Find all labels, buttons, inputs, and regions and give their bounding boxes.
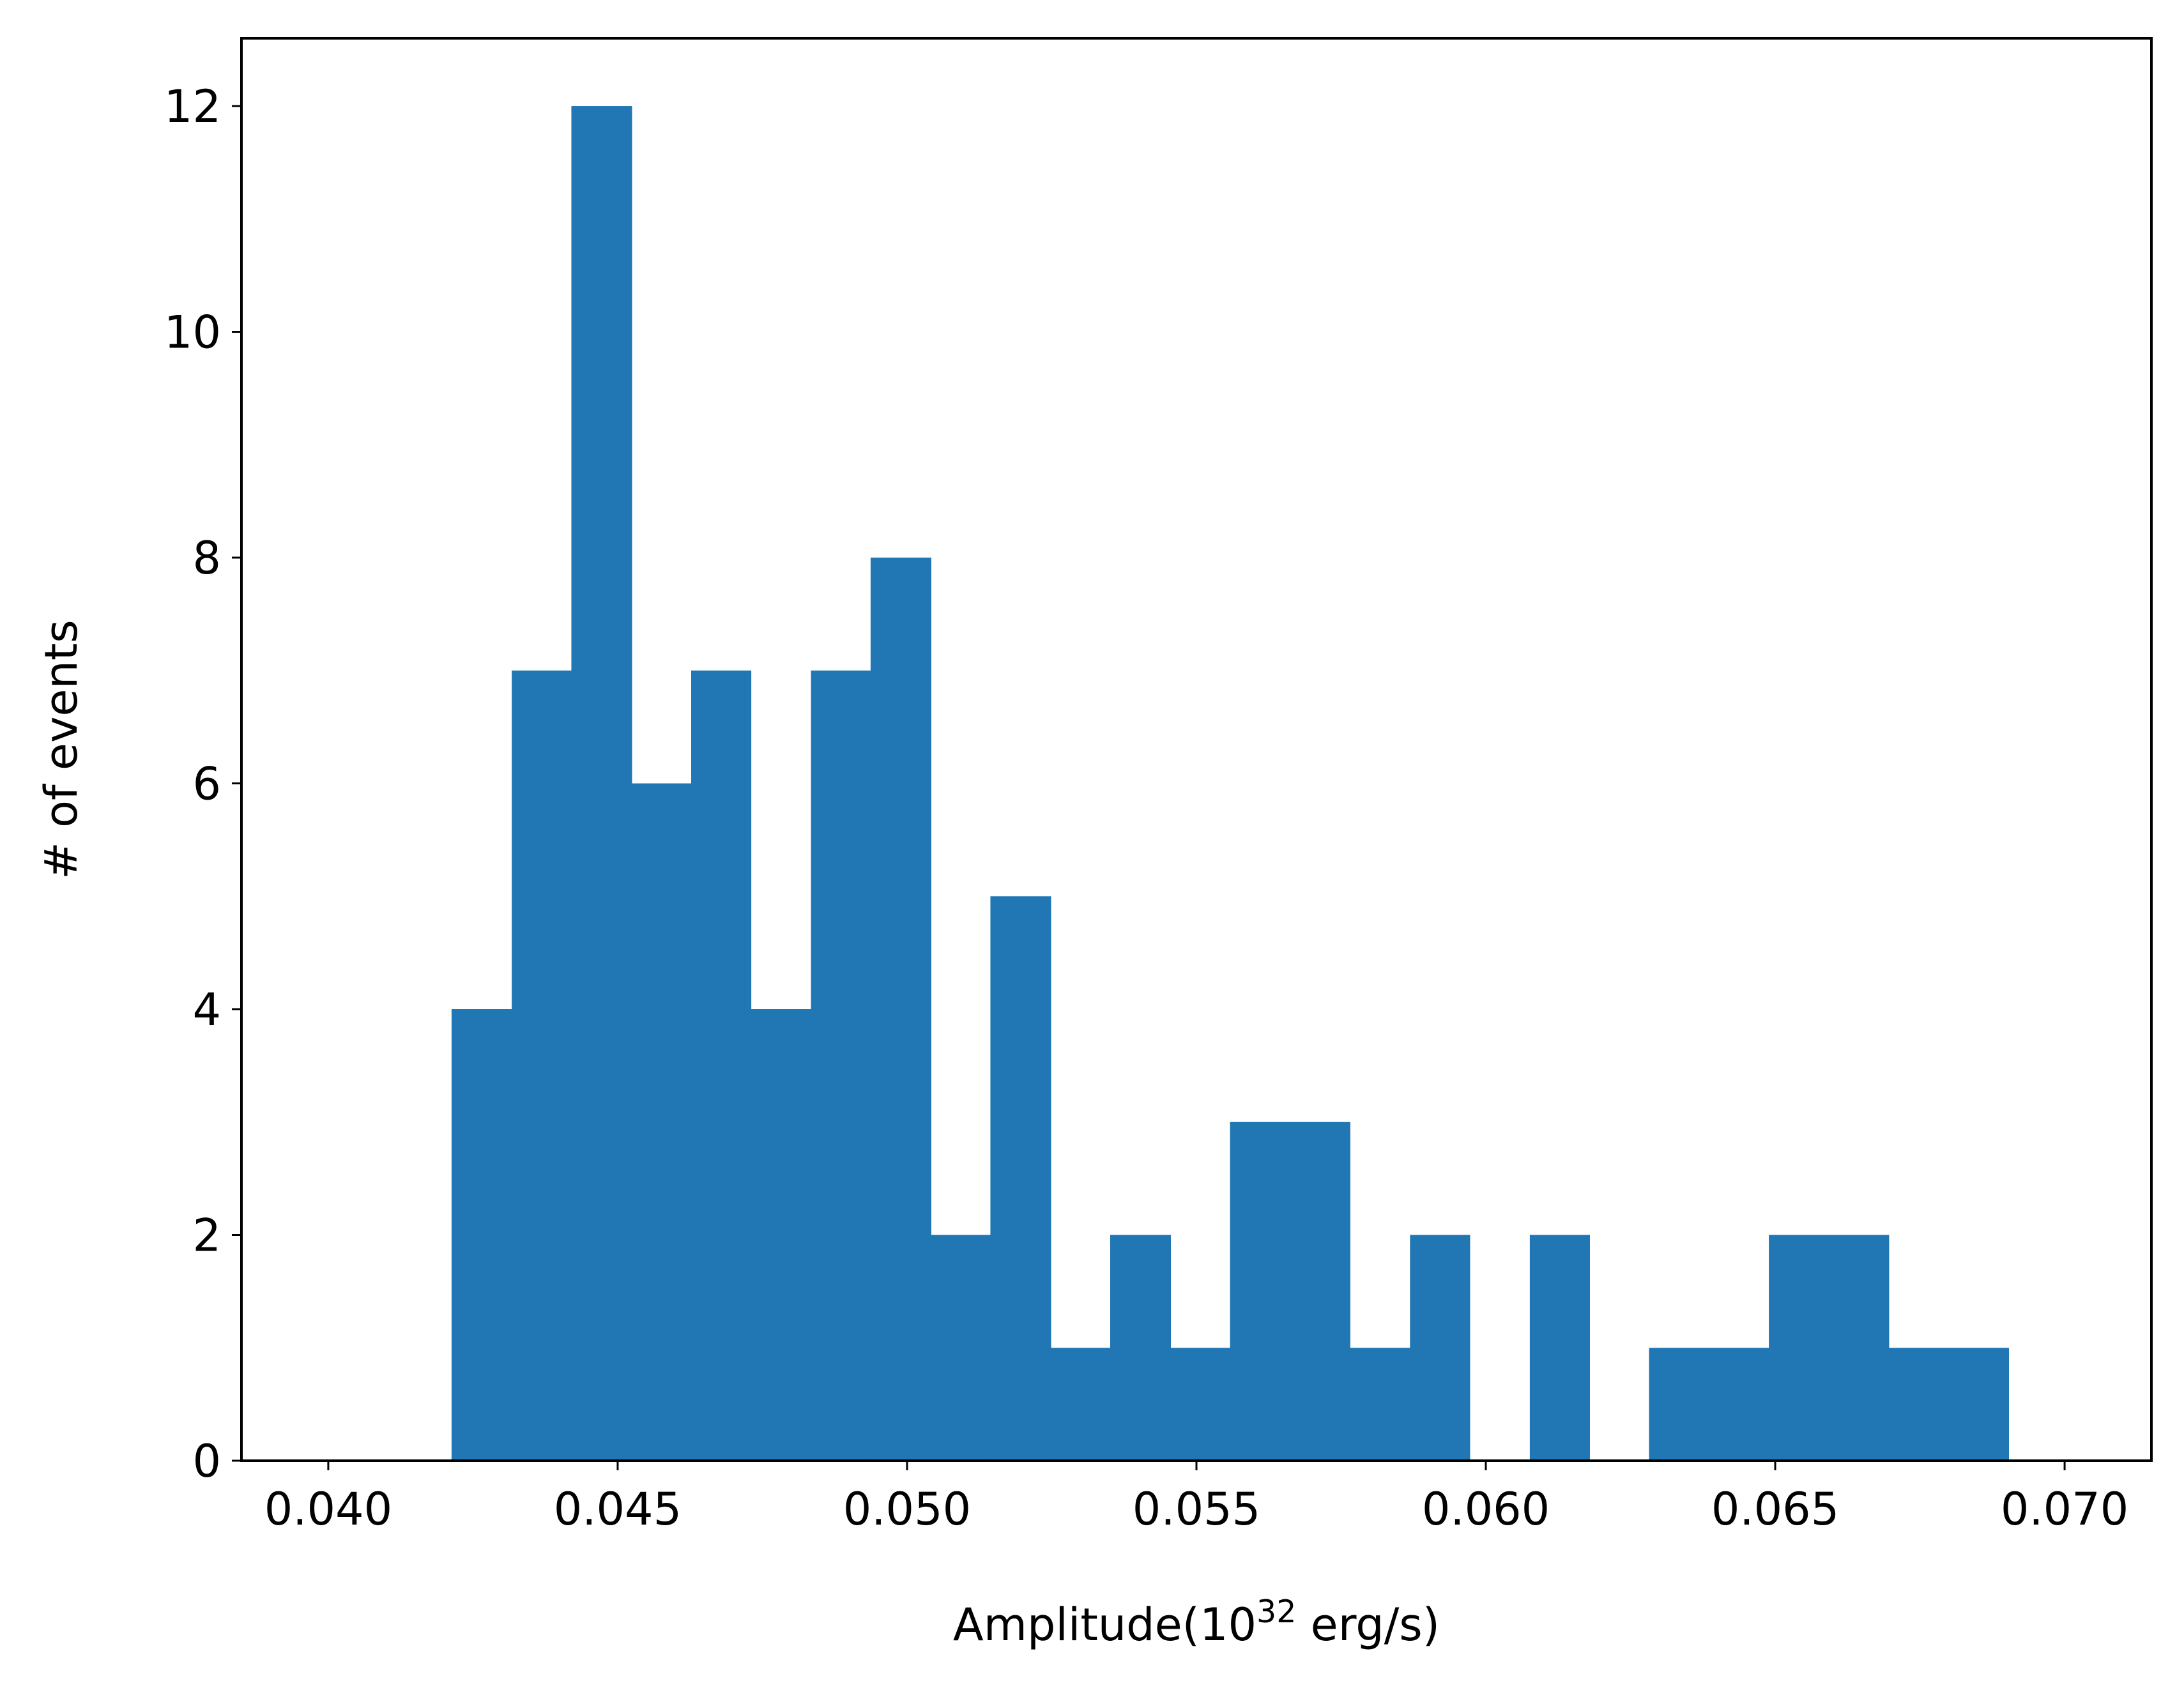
histogram-bar <box>571 106 632 1461</box>
x-tick-label: 0.070 <box>2001 1483 2128 1535</box>
histogram-bar <box>1290 1122 1350 1461</box>
histogram-bar <box>751 1009 812 1461</box>
histogram-bar <box>1350 1348 1411 1461</box>
y-tick-label: 0 <box>192 1435 221 1488</box>
y-tick-label: 4 <box>192 984 221 1036</box>
y-tick-label: 6 <box>192 758 221 811</box>
plot-frame <box>240 37 2153 1462</box>
x-axis-label-suffix: erg/s) <box>1296 1599 1440 1651</box>
x-tick-label: 0.045 <box>554 1483 682 1535</box>
x-axis-label: Amplitude(1032 erg/s) <box>953 1594 1440 1651</box>
x-tick-label: 0.050 <box>843 1483 971 1535</box>
bars-layer <box>451 106 2010 1461</box>
x-tick-label: 0.065 <box>1711 1483 1839 1535</box>
histogram-bar <box>931 1235 991 1461</box>
y-axis-label: # of events <box>35 620 88 879</box>
y-tick-label: 2 <box>192 1210 221 1262</box>
histogram-bar <box>1170 1348 1231 1461</box>
histogram-bar <box>451 1009 512 1461</box>
y-tick-label: 8 <box>192 532 221 584</box>
y-tick-label: 12 <box>164 80 221 133</box>
histogram-bar <box>1888 1348 1950 1461</box>
histogram-bar <box>811 670 871 1461</box>
histogram-bar <box>1948 1348 2010 1461</box>
x-axis-label-superscript: 32 <box>1256 1594 1296 1630</box>
x-tick-label: 0.040 <box>264 1483 392 1535</box>
histogram-bar <box>1410 1235 1470 1461</box>
x-tick-label: 0.055 <box>1133 1483 1260 1535</box>
histogram-bar <box>990 896 1051 1461</box>
x-axis-label-prefix: Amplitude(10 <box>953 1599 1256 1651</box>
histogram-bar <box>1110 1235 1172 1461</box>
histogram-bar <box>691 670 752 1461</box>
ticks-layer: 0.040 0.045 0.050 0.055 0.060 0.065 0.070 0 2 4 6 8… <box>164 80 2128 1535</box>
histogram-bar <box>1649 1348 1710 1461</box>
histogram-bar <box>1050 1348 1111 1461</box>
histogram-bar <box>631 783 692 1461</box>
histogram-bar <box>1829 1235 1890 1461</box>
histogram-bar <box>512 670 572 1461</box>
x-tick-label: 0.060 <box>1422 1483 1550 1535</box>
histogram-bar <box>1529 1235 1591 1461</box>
histogram-bar <box>870 558 931 1461</box>
histogram-bar <box>1709 1348 1769 1461</box>
y-tick-label: 10 <box>164 307 221 359</box>
histogram-bar <box>1769 1235 1830 1461</box>
histogram-bar <box>1230 1122 1291 1461</box>
